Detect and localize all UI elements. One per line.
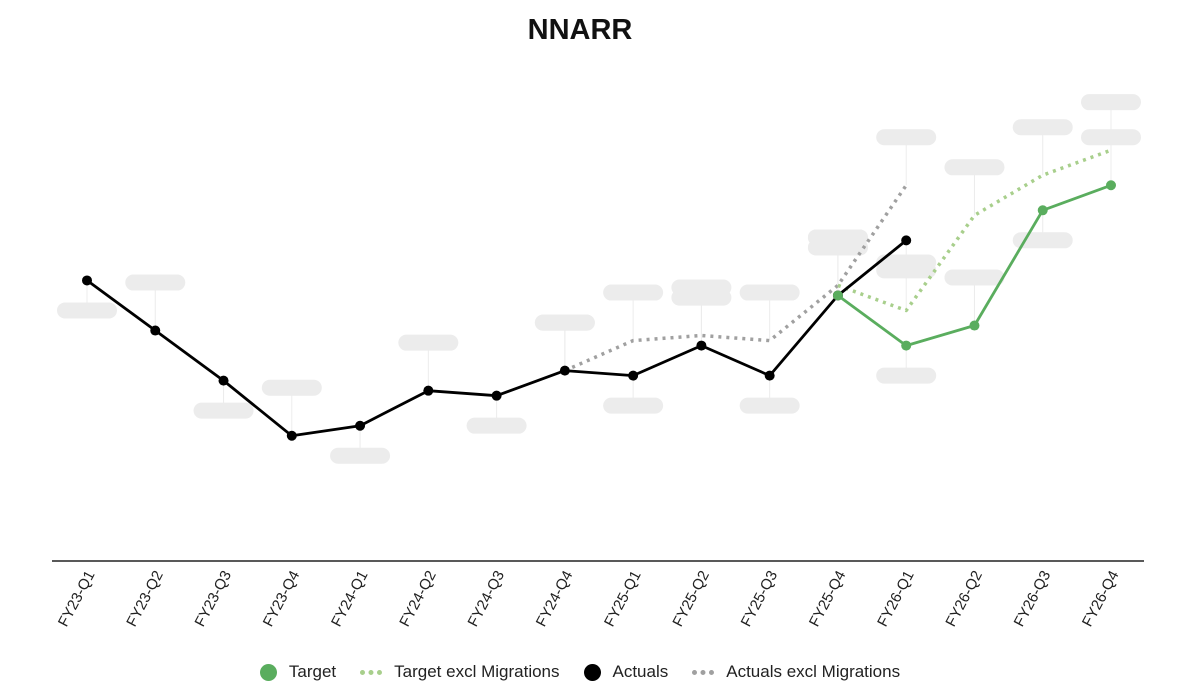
x-tick-label: FY24-Q4 (533, 568, 577, 630)
x-tick-label: FY23-Q4 (260, 568, 304, 630)
x-tick-label: FY23-Q2 (123, 568, 167, 630)
redacted-data-label (876, 129, 937, 146)
redacted-data-label (876, 254, 937, 271)
data-point-actuals (423, 385, 434, 396)
x-tick-label: FY24-Q1 (328, 568, 372, 630)
redacted-data-label (193, 402, 254, 419)
x-tick-label: FY24-Q2 (396, 568, 440, 630)
legend-item-target-excl[interactable]: Target excl Migrations (360, 662, 560, 682)
redacted-data-label (1012, 119, 1073, 136)
redacted-data-label (739, 397, 800, 414)
redacted-data-label (876, 367, 937, 384)
redacted-data-label (603, 284, 664, 301)
legend-marker-target (259, 663, 277, 681)
x-tick-label: FY26-Q1 (874, 568, 918, 630)
legend-label-target: Target (288, 662, 337, 681)
x-tick-label: FY26-Q2 (942, 568, 986, 630)
data-point-actuals (628, 370, 639, 381)
redacted-data-label (330, 447, 391, 464)
legend-item-target[interactable]: Target (259, 662, 337, 682)
redacted-data-label (807, 229, 868, 246)
redacted-data-label (944, 159, 1005, 176)
x-tick-label: FY26-Q4 (1079, 568, 1123, 630)
x-tick-labels: FY23-Q1 FY23-Q2 FY23-Q3 FY23-Q4 FY24-Q1 FY24-… (55, 568, 1123, 630)
redacted-data-label (398, 334, 459, 351)
redacted-data-label (466, 417, 527, 434)
series-line-target-excl-migrations (837, 148, 1112, 313)
data-point-actuals (559, 365, 570, 376)
redacted-data-label (1081, 94, 1141, 111)
data-point-target (832, 290, 843, 301)
redacted-data-label (603, 397, 664, 414)
data-point-target (1106, 180, 1116, 191)
chart-title: NNARR (527, 14, 633, 46)
data-point-target (901, 340, 912, 351)
redacted-data-label (739, 284, 800, 301)
series-line-actuals-excl-migrations (564, 184, 908, 373)
data-point-target (1037, 205, 1048, 216)
data-point-actuals (355, 420, 366, 431)
legend-label-actuals-excl: Actuals excl Migrations (726, 662, 901, 681)
legend-marker-actuals (583, 663, 601, 681)
x-tick-label: FY25-Q4 (806, 568, 850, 630)
data-point-target (969, 320, 980, 331)
data-point-actuals (150, 325, 161, 336)
redacted-data-label (671, 279, 732, 296)
data-point-actuals (491, 390, 502, 401)
x-tick-label: FY26-Q3 (1011, 568, 1055, 630)
legend-item-actuals[interactable]: Actuals (583, 662, 669, 682)
legend-label-target-excl: Target excl Migrations (394, 662, 560, 681)
redacted-data-label (944, 269, 1005, 286)
chart-canvas: FY23-Q1 FY23-Q2 FY23-Q3 FY23-Q4 FY24-Q1 FY24-… (52, 94, 1144, 630)
legend: Target Target excl Migrations Actuals Ac… (0, 662, 1160, 682)
data-point-actuals (696, 340, 707, 351)
redacted-data-label (125, 274, 186, 291)
legend-label-actuals: Actuals (612, 662, 669, 681)
data-point-actuals (901, 235, 912, 246)
x-tick-label: FY23-Q3 (191, 568, 235, 630)
redacted-data-label (534, 314, 595, 331)
data-point-actuals (218, 375, 229, 386)
x-tick-label: FY24-Q3 (465, 568, 509, 630)
data-point-actuals (764, 370, 775, 381)
redacted-data-labels (57, 94, 1141, 464)
redacted-data-label (261, 379, 322, 396)
data-point-actuals (286, 430, 297, 441)
series-layer (82, 148, 1116, 441)
data-point-actuals (82, 275, 92, 286)
x-tick-label: FY23-Q1 (55, 568, 99, 630)
legend-marker-actuals-excl (692, 669, 715, 675)
x-tick-label: FY25-Q1 (601, 568, 645, 630)
x-tick-label: FY25-Q2 (669, 568, 713, 630)
legend-marker-target-excl (360, 669, 383, 675)
legend-item-actuals-excl[interactable]: Actuals excl Migrations (692, 662, 900, 682)
redacted-data-label (57, 302, 117, 319)
x-tick-label: FY25-Q3 (738, 568, 782, 630)
